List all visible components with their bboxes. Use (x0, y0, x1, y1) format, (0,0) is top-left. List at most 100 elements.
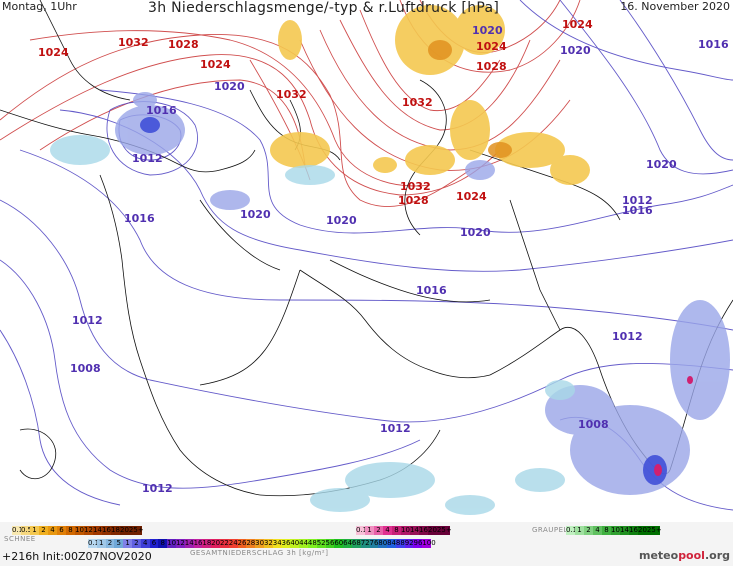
brand-accent: pool (678, 549, 705, 562)
coastlines (0, 0, 733, 497)
legend-graupel-cell: 0.1 (566, 526, 578, 535)
isobar-label: 1012 (612, 330, 643, 343)
isobar-label: 1012 (380, 422, 411, 435)
legend-graupel-scale: 0.1 1 2 4 8 10 14 16 2025+ (566, 526, 662, 535)
isobar-label: 1024 (456, 190, 487, 203)
legend-total-cell: 2 (105, 539, 115, 548)
isobar-label: 1024 (562, 18, 593, 31)
isobar-label: 1028 (168, 38, 199, 51)
legend-total-cell: 68 (351, 539, 361, 548)
legend-total-cell: 16 (193, 539, 203, 548)
legend-total-cell: 1 (123, 539, 132, 548)
legend-mixed-cell: 10 (75, 526, 84, 535)
legend-total-cell: 8 (158, 539, 168, 548)
legend-total-cell: 84 (387, 539, 397, 548)
isobar-label: 1012 (142, 482, 173, 495)
precip-mixed-dark (428, 40, 512, 158)
legend-total-cell: 20 (211, 539, 221, 548)
legend-total-cell: 88 (395, 539, 405, 548)
legend-mixed-cell: 4 (48, 526, 57, 535)
isobar-label: 1024 (38, 46, 69, 59)
legend-graupel-cell: 1 (575, 526, 584, 535)
legend-freezing-scale: 0.1 1 2 4 8 10 14 16 2025+ (356, 526, 452, 535)
isobar-label: 1028 (476, 60, 507, 73)
isobar-label: 1012 (622, 194, 653, 207)
isobar-label: 1012 (72, 314, 103, 327)
legend-total-cell: 14 (184, 539, 194, 548)
isobar-label: 1020 (214, 80, 245, 93)
legend-freezing-cell: 4 (383, 526, 392, 535)
map-title: 3h Niederschlagsmenge/-typ & r.Luftdruck… (148, 0, 500, 16)
isobars-high (0, 0, 581, 208)
legend-graupel-cell: 16 (629, 526, 638, 535)
isobar-label: 1020 (472, 24, 503, 37)
legend-total-cell: 6 (149, 539, 159, 548)
isobar-label: 1008 (578, 418, 609, 431)
legend-total-cell: 5 (114, 539, 124, 548)
legend-total-cell: 34 (272, 539, 282, 548)
isobar-label: 1016 (622, 204, 653, 217)
legend-total-cell: 100 (422, 539, 436, 548)
run-info: +216h Init:00Z07NOV2020 (2, 550, 152, 563)
legend-graupel-cell: 10 (611, 526, 620, 535)
legend-total-cell: 80 (378, 539, 388, 548)
legend-freezing-cell: 1 (365, 526, 374, 535)
legend-graupel-cell: 14 (620, 526, 629, 535)
isobar-label: 1016 (124, 212, 155, 225)
legend-mixed-cell: 0.1 (12, 526, 24, 535)
isobar-label: 1020 (240, 208, 271, 221)
isobar-label: 1020 (326, 214, 357, 227)
legend-total-cell: 4 (140, 539, 150, 548)
brand-logo[interactable]: meteopool.org (639, 549, 730, 562)
legend-mixed-cell: 12 (84, 526, 93, 535)
legend-total-cell: 52 (316, 539, 326, 548)
isobar-label: 1032 (402, 96, 433, 109)
legend-total-cell: 64 (343, 539, 353, 548)
isobar-label: 1028 (398, 194, 429, 207)
legend-total-cell: 72 (360, 539, 370, 548)
legend-mixed-cell: 6 (57, 526, 66, 535)
legend-total-cell: 2 (131, 539, 141, 548)
legend-freezing-cell: 0.1 (356, 526, 368, 535)
legend-total-cell: 28 (246, 539, 256, 548)
legend-total-cell: 1 (96, 539, 106, 548)
legend-mixed-cell: 1 (30, 526, 39, 535)
precip-light (50, 135, 575, 515)
legend-total-cell: 40 (290, 539, 300, 548)
legend-mixed-cell: 14 (93, 526, 102, 535)
legend-total-cell: 18 (202, 539, 212, 548)
isobar-label: 1032 (276, 88, 307, 101)
isobar-label: 1012 (132, 152, 163, 165)
legend-mixed-cell: 2025+ (120, 526, 144, 535)
legend-graupel-cell: 8 (602, 526, 611, 535)
legend-total-cell: 96 (413, 539, 423, 548)
isobar-label: 1032 (118, 36, 149, 49)
legend-mixed-cell: 2 (39, 526, 48, 535)
isobar-label: 1016 (146, 104, 177, 117)
legend-total-cell: 0.1 (88, 539, 100, 548)
legend-freezing-cell: 10 (401, 526, 410, 535)
map-date: 16. November 2020 (620, 0, 730, 13)
legend-freezing-cell: 14 (410, 526, 419, 535)
isobar-label: 1020 (560, 44, 591, 57)
legend-mixed-scale: 0.1 0.5 1 2 4 6 8 10 12 14 16 18 2025+ (12, 526, 144, 535)
legend-total-cell: 48 (307, 539, 317, 548)
legend-total-cell: 56 (325, 539, 335, 548)
legend-total-cell: 76 (369, 539, 379, 548)
legend-total-label: GESAMTNIEDERSCHLAG 3h [kg/m²] (190, 549, 329, 557)
legend-freezing-cell: 2 (374, 526, 383, 535)
legend-snow-label: SCHNEE (4, 535, 36, 543)
legend-mixed-cell: 16 (102, 526, 111, 535)
isobar-label: 1020 (646, 158, 677, 171)
legend-total-cell: 24 (228, 539, 238, 548)
legend-graupel-cell: 2025+ (638, 526, 662, 535)
legend-total-scale: 0.1 1 2 5 1 2 4 6 8 10 12 14 16 18 20 22 24 26 28 30 32 34 36 4… (88, 539, 436, 548)
legend-freezing-cell: 2025+ (428, 526, 452, 535)
legend-mixed-cell: 0.5 (21, 526, 33, 535)
isobar-label: 1032 (400, 180, 431, 193)
precip-extreme (654, 376, 693, 476)
isobar-label: 1024 (476, 40, 507, 53)
map-valid-time: Montag, 1Uhr (2, 0, 77, 13)
isobar-label: 1008 (70, 362, 101, 375)
